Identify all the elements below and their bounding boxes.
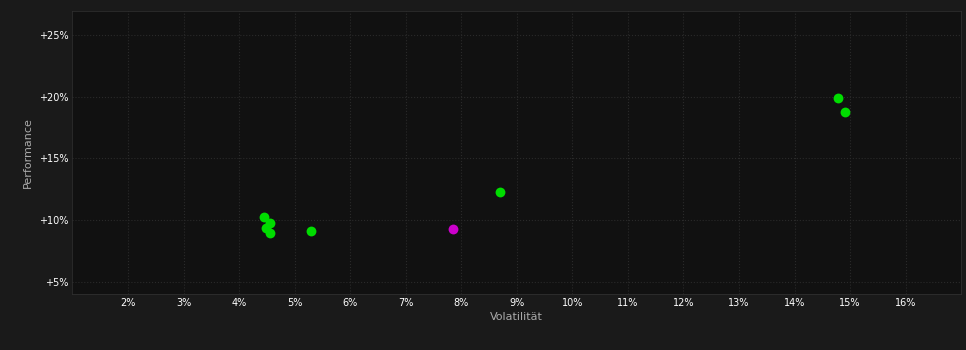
Point xyxy=(493,189,508,195)
Point xyxy=(256,214,271,220)
Y-axis label: Performance: Performance xyxy=(23,117,33,188)
Point xyxy=(303,228,319,234)
Point xyxy=(262,230,277,236)
Point xyxy=(837,109,852,114)
Point xyxy=(830,95,845,101)
Point xyxy=(262,220,277,226)
Point xyxy=(258,225,273,231)
Point xyxy=(445,226,461,231)
X-axis label: Volatilität: Volatilität xyxy=(491,312,543,322)
